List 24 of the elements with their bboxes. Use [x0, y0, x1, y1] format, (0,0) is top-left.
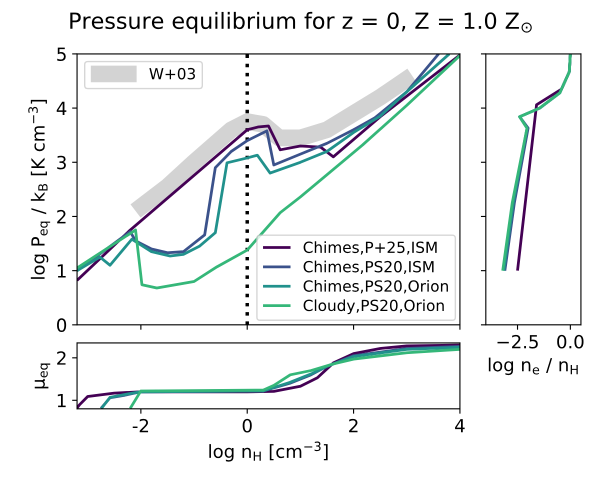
y-tick-label: 1 — [58, 394, 66, 408]
y-tick-label: 2 — [57, 210, 66, 224]
y-tick-label: 2 — [57, 351, 66, 365]
x-axis-title: log n$_{e}$ / n$_{H}$ — [488, 358, 578, 376]
chart-title: Pressure equilibrium for z = 0, Z = 1.0 Z$_{⊙}$ — [70, 12, 532, 34]
x-axis-title: log n$_{H}$ [cm$^{−3}$] — [209, 442, 328, 462]
y-tick-label: 4 — [56, 102, 66, 115]
y-tick-label: 5 — [57, 48, 66, 62]
legend-label: Cloudy,PS20,Orion — [304, 299, 444, 314]
x-tick-label: -2 — [132, 418, 148, 432]
y-axis-title: μ$_{eq}$ — [34, 364, 50, 388]
x-tick-label: 0.0 — [557, 334, 584, 349]
legend-label: Chimes,PS20,ISM — [304, 260, 434, 274]
x-tick-label: 4 — [455, 419, 465, 432]
y-tick-label: 1 — [58, 264, 66, 278]
legend-label: W+03 — [149, 68, 195, 80]
y-tick-label: 3 — [57, 156, 66, 170]
x-tick-label: 2 — [349, 418, 358, 432]
x-tick-label: −2.5 — [498, 334, 538, 349]
y-axis-title: log P$_{eq}$ / k$_{B}$ [K cm$^{−3}$] — [28, 100, 50, 279]
x-tick-label: 0 — [242, 418, 252, 432]
y-tick-label: 0 — [57, 318, 66, 332]
legend-label: Chimes,PS20,Orion — [304, 280, 448, 294]
legend-label: Chimes,P+25,ISM — [304, 241, 437, 255]
